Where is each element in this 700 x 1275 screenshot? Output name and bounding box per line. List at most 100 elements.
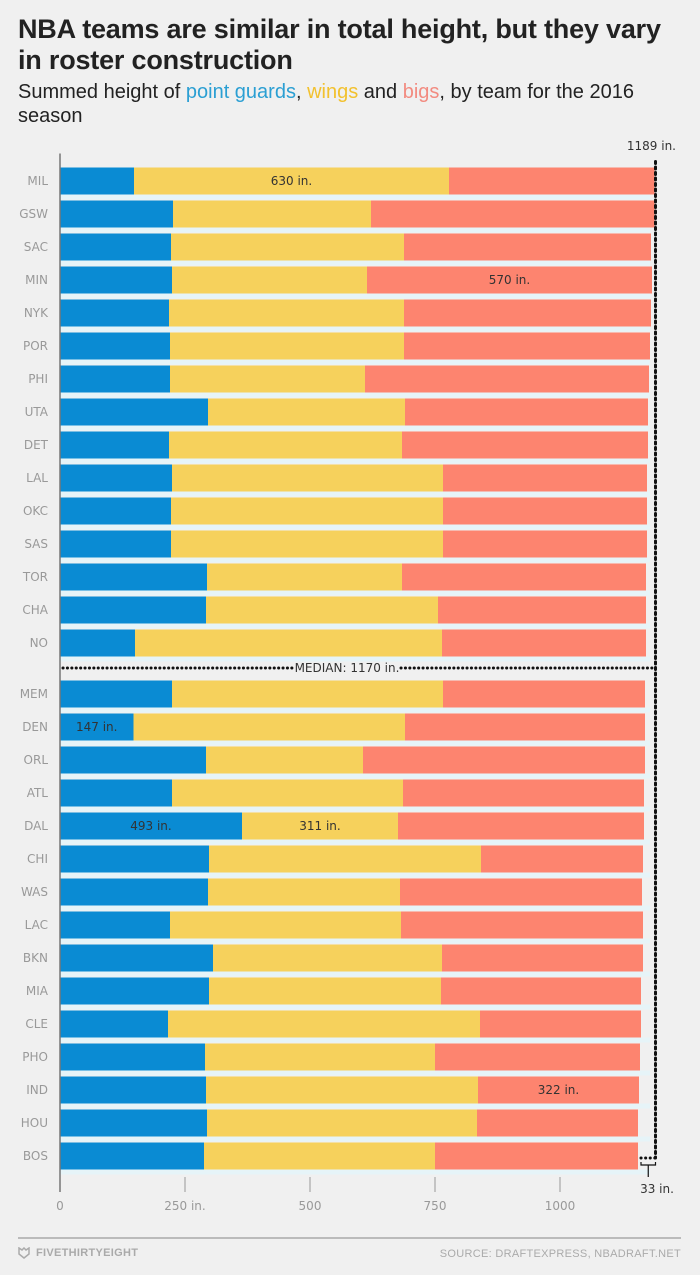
annotation-den-point-guards: 147 in. bbox=[76, 720, 117, 734]
bar-segment-bigs-chi bbox=[481, 845, 643, 873]
brand: FIVETHIRTYEIGHT bbox=[18, 1247, 138, 1259]
bar-segment-bigs-cle bbox=[480, 1010, 641, 1038]
bar-gap bbox=[60, 656, 650, 662]
bar-gap bbox=[60, 971, 650, 977]
bar-segment-point-guards-gsw bbox=[60, 200, 173, 228]
team-label-den: DEN bbox=[22, 720, 48, 734]
bar-segment-point-guards-den bbox=[60, 713, 134, 741]
bar-gap bbox=[60, 1136, 650, 1142]
bar-segment-wings-uta bbox=[208, 398, 405, 426]
team-label-cha: CHA bbox=[22, 603, 48, 617]
bar-segment-wings-bos bbox=[204, 1142, 435, 1170]
bar-segment-bigs-orl bbox=[363, 746, 645, 774]
bar-segment-wings-hou bbox=[207, 1109, 477, 1137]
bar-segment-wings-lac bbox=[170, 911, 401, 939]
bar-segment-bigs-mem bbox=[443, 680, 645, 708]
team-label-nyk: NYK bbox=[24, 306, 49, 320]
bar-gap bbox=[60, 872, 650, 878]
annotation-min-bigs: 570 in. bbox=[489, 273, 530, 287]
bar-gap bbox=[60, 1070, 650, 1076]
max-total-label: 1189 in. bbox=[627, 139, 676, 153]
brand-name: FIVETHIRTYEIGHT bbox=[36, 1247, 139, 1259]
bar-segment-wings-ind bbox=[206, 1076, 478, 1104]
bar-segment-bigs-uta bbox=[405, 398, 648, 426]
bar-segment-point-guards-sas bbox=[60, 530, 171, 558]
bar-segment-bigs-den bbox=[405, 713, 645, 741]
bar-segment-bigs-sac bbox=[404, 233, 651, 261]
annotation-dal-wings: 311 in. bbox=[299, 819, 340, 833]
team-label-bkn: BKN bbox=[23, 951, 48, 965]
bar-segment-bigs-sas bbox=[443, 530, 647, 558]
bar-segment-point-guards-dal bbox=[60, 812, 242, 840]
bar-segment-wings-phi bbox=[170, 365, 365, 393]
bar-segment-bigs-mil bbox=[449, 167, 655, 195]
bar-segment-wings-mia bbox=[209, 977, 441, 1005]
bar-segment-point-guards-uta bbox=[60, 398, 208, 426]
bar-segment-wings-gsw bbox=[173, 200, 371, 228]
bar-gap bbox=[60, 359, 650, 365]
bar-gap bbox=[60, 623, 650, 629]
bar-segment-wings-min bbox=[172, 266, 367, 294]
bar-segment-bigs-nyk bbox=[404, 299, 651, 327]
bar-segment-bigs-atl bbox=[403, 779, 644, 807]
team-label-sac: SAC bbox=[24, 240, 48, 254]
team-label-phi: PHI bbox=[28, 372, 48, 386]
bar-segment-bigs-gsw bbox=[371, 200, 655, 228]
bar-gap bbox=[60, 938, 650, 944]
bar-segment-wings-dal bbox=[242, 812, 398, 840]
bar-gap bbox=[60, 458, 650, 464]
range-bracket bbox=[640, 1162, 657, 1177]
bar-segment-bigs-hou bbox=[477, 1109, 638, 1137]
x-tick-label: 500 bbox=[299, 1199, 322, 1213]
median-label: MEDIAN: 1170 in. bbox=[295, 661, 400, 675]
bar-segment-wings-orl bbox=[206, 746, 363, 774]
bar-segment-bigs-pho bbox=[435, 1043, 640, 1071]
team-label-det: DET bbox=[24, 438, 49, 452]
bar-segment-point-guards-cle bbox=[60, 1010, 168, 1038]
bar-segment-bigs-no bbox=[442, 629, 646, 657]
footer-divider bbox=[18, 1237, 681, 1239]
bar-gap bbox=[60, 524, 650, 530]
bar-gap bbox=[60, 194, 650, 200]
bar-segment-point-guards-ind bbox=[60, 1076, 206, 1104]
bar-gap bbox=[60, 425, 650, 431]
bar-segment-wings-den bbox=[133, 713, 405, 741]
subtitle-prefix: Summed height of bbox=[18, 81, 186, 103]
bar-gap bbox=[60, 260, 650, 266]
team-label-mem: MEM bbox=[20, 687, 48, 701]
annotation-mil-wings: 630 in. bbox=[271, 174, 312, 188]
bar-segment-wings-no bbox=[135, 629, 442, 657]
bar-segment-point-guards-tor bbox=[60, 563, 207, 591]
team-label-gsw: GSW bbox=[19, 207, 48, 221]
bar-segment-bigs-det bbox=[402, 431, 648, 459]
bar-segment-bigs-phi bbox=[365, 365, 649, 393]
bar-segment-point-guards-cha bbox=[60, 596, 206, 624]
legend-wings: wings bbox=[307, 81, 359, 103]
bar-gap bbox=[60, 557, 650, 563]
bar-segment-point-guards-lac bbox=[60, 911, 170, 939]
bar-gap bbox=[60, 227, 650, 233]
bar-segment-wings-por bbox=[170, 332, 404, 360]
bars-group bbox=[60, 167, 655, 1175]
bar-segment-bigs-lac bbox=[401, 911, 643, 939]
team-label-was: WAS bbox=[21, 885, 48, 899]
bar-segment-wings-sac bbox=[171, 233, 404, 261]
team-label-no: NO bbox=[30, 636, 48, 650]
chart-subtitle: Summed height of point guards, wings and… bbox=[18, 80, 688, 128]
bar-segment-point-guards-phi bbox=[60, 365, 170, 393]
team-labels-group: MIL GSW SAC MIN NYK POR PHI UTA DET LAL OKC SAS TOR C… bbox=[19, 174, 49, 1163]
bar-segment-wings-cha bbox=[206, 596, 438, 624]
chart-title: NBA teams are similar in total height, b… bbox=[18, 14, 661, 75]
bar-gap bbox=[60, 806, 650, 812]
team-label-mia: MIA bbox=[26, 984, 49, 998]
bar-segment-point-guards-chi bbox=[60, 845, 209, 873]
bar-segment-wings-atl bbox=[172, 779, 403, 807]
team-label-atl: ATL bbox=[27, 786, 49, 800]
bar-gap bbox=[60, 839, 650, 845]
subtitle-suffix: , by team for the 2016 season bbox=[18, 81, 634, 127]
bar-gap bbox=[60, 590, 650, 596]
bar-gap bbox=[60, 491, 650, 497]
annotation-dal-point-guards: 493 in. bbox=[130, 819, 171, 833]
bar-gap bbox=[60, 740, 650, 746]
team-label-tor: TOR bbox=[22, 570, 48, 584]
